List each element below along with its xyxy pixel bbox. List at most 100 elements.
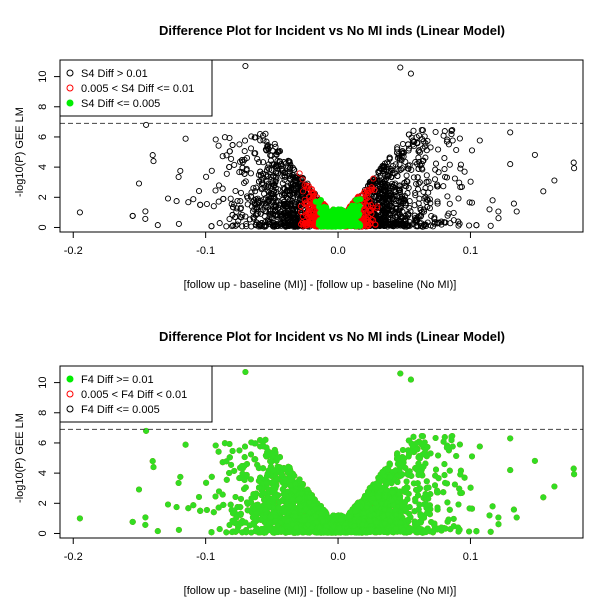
data-point <box>370 175 377 182</box>
data-point <box>154 222 161 229</box>
data-point <box>378 194 385 201</box>
y-axis-label: -log10(P) GEE LM <box>14 413 26 503</box>
data-point <box>405 145 413 152</box>
data-point <box>270 223 277 230</box>
data-point <box>451 175 458 182</box>
data-point <box>468 147 476 154</box>
data-point <box>215 182 223 189</box>
data-point <box>417 213 424 220</box>
data-point <box>466 199 473 206</box>
data-point <box>291 203 298 210</box>
data-point <box>143 121 150 128</box>
data-point <box>284 214 291 221</box>
data-point <box>354 196 361 203</box>
data-point <box>396 185 403 192</box>
data-point <box>440 132 447 139</box>
chart-title: Difference Plot for Incident vs No MI in… <box>159 329 505 344</box>
data-point <box>284 212 291 219</box>
data-point <box>396 206 403 213</box>
data-point <box>221 134 228 141</box>
y-tick-label: 0 <box>37 224 49 230</box>
data-point <box>301 196 308 203</box>
data-point <box>254 155 261 162</box>
data-point <box>242 178 249 185</box>
data-point <box>237 198 244 205</box>
data-point <box>182 135 189 142</box>
data-point <box>446 161 453 168</box>
data-point <box>381 194 388 202</box>
data-point <box>380 207 387 214</box>
data-point <box>384 171 391 179</box>
data-point <box>271 161 278 168</box>
data-point <box>448 127 455 134</box>
x-axis-label: [follow up - baseline (MI)] - [follow up… <box>184 585 457 597</box>
data-point <box>440 183 447 190</box>
data-point <box>273 161 280 168</box>
data-point <box>212 136 219 143</box>
data-point <box>274 149 281 156</box>
data-point <box>381 186 389 193</box>
data-point <box>368 184 375 191</box>
data-point <box>286 172 293 179</box>
data-point <box>486 206 493 213</box>
data-point <box>431 215 438 222</box>
data-point <box>241 179 248 187</box>
data-point <box>416 149 423 156</box>
data-point <box>376 222 383 229</box>
data-point <box>393 205 400 212</box>
data-point <box>253 204 260 211</box>
data-point <box>457 165 464 172</box>
data-point <box>260 137 267 144</box>
data-point <box>236 141 243 148</box>
data-point <box>232 222 239 229</box>
data-point <box>340 223 347 230</box>
data-point <box>286 158 293 165</box>
data-point <box>215 142 222 149</box>
data-point <box>410 174 417 181</box>
data-point <box>383 181 390 188</box>
data-point <box>306 220 314 228</box>
data-point <box>197 201 204 208</box>
data-point <box>241 170 248 177</box>
data-point <box>434 219 442 226</box>
data-point <box>443 174 451 181</box>
data-point <box>292 181 299 188</box>
data-point <box>399 140 406 148</box>
data-point <box>230 204 237 211</box>
data-point <box>507 161 514 168</box>
data-point <box>260 159 267 166</box>
data-point <box>228 155 235 162</box>
data-point <box>385 173 392 180</box>
data-point <box>175 220 182 227</box>
data-point <box>210 203 217 210</box>
data-point <box>379 221 386 228</box>
data-point <box>270 178 277 185</box>
data-point <box>400 220 407 227</box>
data-point <box>415 200 422 207</box>
data-point <box>388 195 396 202</box>
y-tick-label: 10 <box>37 70 49 82</box>
legend-entry: 0.005 < S4 Diff <= 0.01 <box>81 83 194 95</box>
data-point <box>415 165 422 172</box>
data-point <box>320 203 328 210</box>
data-point <box>385 160 392 168</box>
data-point <box>407 70 414 77</box>
data-point <box>397 64 404 71</box>
data-point <box>455 222 462 229</box>
data-point <box>414 214 421 221</box>
data-point <box>442 219 449 226</box>
data-point <box>441 166 448 173</box>
y-tick-label: 4 <box>37 164 49 170</box>
data-point <box>316 218 323 225</box>
data-point <box>265 180 272 187</box>
legend-marker <box>66 99 74 107</box>
data-point <box>203 173 210 180</box>
data-point <box>359 215 366 222</box>
data-point <box>208 167 215 174</box>
data-point <box>420 208 428 215</box>
data-point <box>396 154 403 161</box>
data-point <box>229 141 236 149</box>
data-point <box>219 153 226 160</box>
data-point <box>387 173 395 180</box>
data-point <box>445 210 452 217</box>
